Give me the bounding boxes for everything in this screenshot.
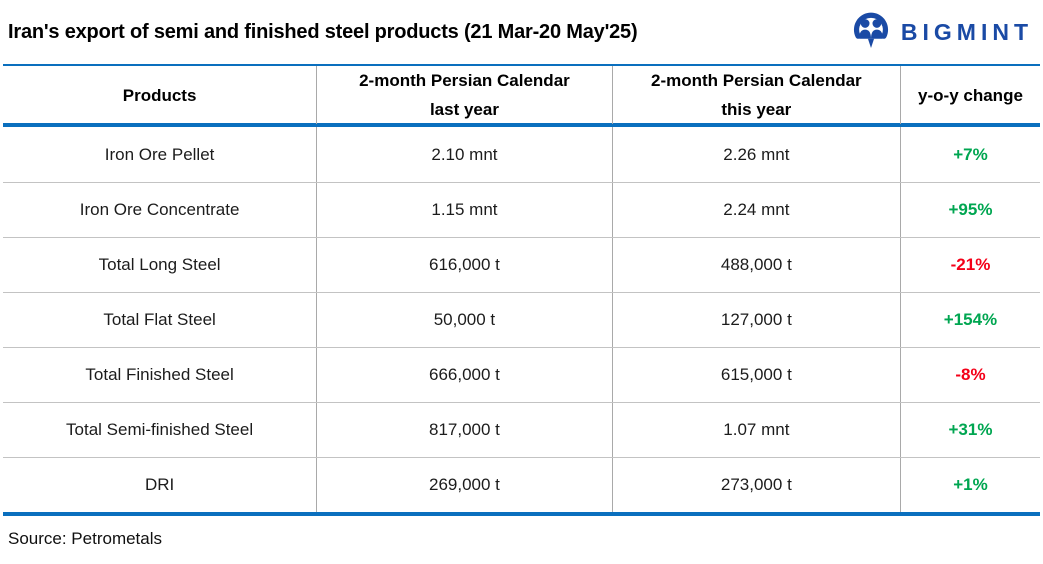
table-row: Iron Ore Concentrate 1.15 mnt 2.24 mnt +… bbox=[3, 182, 1040, 237]
page-title: Iran's export of semi and finished steel… bbox=[8, 20, 638, 43]
last-year-cell: 666,000 t bbox=[316, 348, 612, 402]
last-year-cell: 2.10 mnt bbox=[316, 127, 612, 182]
table-row: DRI 269,000 t 273,000 t +1% bbox=[3, 457, 1040, 512]
table-row: Total Flat Steel 50,000 t 127,000 t +154… bbox=[3, 292, 1040, 347]
change-cell: +95% bbox=[899, 183, 1040, 237]
header-products: Products bbox=[122, 85, 197, 105]
last-year-cell: 50,000 t bbox=[316, 293, 612, 347]
header-last-year-line1: 2-month Persian Calendar bbox=[359, 71, 570, 90]
steel-export-table: Products 2-month Persian Calendar last y… bbox=[3, 64, 1040, 516]
table-row: Total Finished Steel 666,000 t 615,000 t… bbox=[3, 347, 1040, 402]
table-body: Iron Ore Pellet 2.10 mnt 2.26 mnt +7% Ir… bbox=[3, 127, 1040, 512]
this-year-cell: 273,000 t bbox=[611, 458, 900, 512]
this-year-cell: 2.24 mnt bbox=[611, 183, 900, 237]
table-header-row: Products 2-month Persian Calendar last y… bbox=[3, 66, 1040, 127]
change-cell: -8% bbox=[899, 348, 1040, 402]
header-last-year: 2-month Persian Calendar last year bbox=[316, 66, 612, 124]
header-this-year: 2-month Persian Calendar this year bbox=[611, 66, 900, 124]
change-cell: +154% bbox=[899, 293, 1040, 347]
header-last-year-line2: last year bbox=[429, 100, 499, 119]
last-year-cell: 1.15 mnt bbox=[316, 183, 612, 237]
change-cell: +1% bbox=[899, 458, 1040, 512]
bigmint-logo: BIGMINT bbox=[850, 8, 1033, 57]
table-row: Total Semi-finished Steel 817,000 t 1.07… bbox=[3, 402, 1040, 457]
table-row: Iron Ore Pellet 2.10 mnt 2.26 mnt +7% bbox=[3, 127, 1040, 182]
this-year-cell: 615,000 t bbox=[611, 348, 900, 402]
last-year-cell: 269,000 t bbox=[316, 458, 612, 512]
this-year-cell: 127,000 t bbox=[611, 293, 900, 347]
bigmint-logo-text: BIGMINT bbox=[900, 18, 1033, 45]
this-year-cell: 488,000 t bbox=[611, 238, 900, 292]
product-cell: Total Finished Steel bbox=[85, 365, 234, 384]
product-cell: Total Long Steel bbox=[98, 255, 221, 274]
change-cell: +7% bbox=[899, 127, 1040, 182]
header-this-year-line1: 2-month Persian Calendar bbox=[651, 71, 862, 90]
this-year-cell: 2.26 mnt bbox=[611, 127, 900, 182]
table-row: Total Long Steel 616,000 t 488,000 t -21… bbox=[3, 237, 1040, 292]
last-year-cell: 616,000 t bbox=[316, 238, 612, 292]
source-note: Source: Petrometals bbox=[8, 529, 163, 548]
change-cell: -21% bbox=[899, 238, 1040, 292]
header-yoy-change: y-o-y change bbox=[899, 66, 1040, 124]
last-year-cell: 817,000 t bbox=[316, 403, 612, 457]
change-cell: +31% bbox=[899, 403, 1040, 457]
header-this-year-line2: this year bbox=[721, 100, 792, 119]
product-cell: Iron Ore Concentrate bbox=[79, 200, 240, 219]
top-bar: Iran's export of semi and finished steel… bbox=[0, 0, 1043, 64]
product-cell: DRI bbox=[144, 475, 175, 494]
this-year-cell: 1.07 mnt bbox=[611, 403, 900, 457]
product-cell: Iron Ore Pellet bbox=[104, 144, 215, 164]
bigmint-logo-icon bbox=[850, 8, 892, 57]
product-cell: Total Flat Steel bbox=[103, 310, 216, 329]
product-cell: Total Semi-finished Steel bbox=[66, 420, 254, 439]
